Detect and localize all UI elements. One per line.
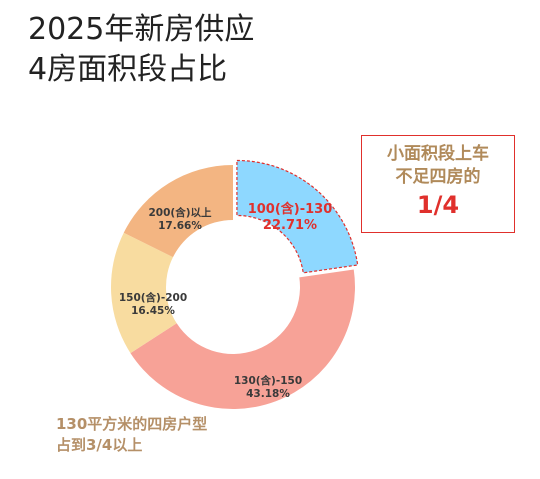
note-line-1: 130平方米的四房户型 <box>56 415 208 433</box>
callout-line-1: 小面积段上车 <box>387 144 489 164</box>
callout-box: 小面积段上车 不足四房的 1/4 <box>361 135 515 233</box>
donut-slice-1 <box>236 159 359 274</box>
donut-slice-2 <box>130 269 355 409</box>
slice-category-4: 200(含)以上 <box>148 206 212 219</box>
slice-label-3: 150(含)-200 16.45% <box>119 291 187 317</box>
slice-category-2: 130(含)-150 <box>234 374 302 387</box>
annotation-note: 130平方米的四房户型 占到3/4以上 <box>56 414 207 456</box>
slice-value-4: 17.66% <box>158 220 202 232</box>
slice-label-2: 130(含)-150 43.18% <box>234 374 302 400</box>
slice-label-1: 100(含)-130 22.71% <box>248 201 333 233</box>
slice-value-2: 43.18% <box>246 388 290 400</box>
chart-title: 2025年新房供应 4房面积段占比 <box>28 10 254 90</box>
note-line-2: 占到3/4以上 <box>56 436 143 454</box>
title-line-1: 2025年新房供应 <box>28 12 255 47</box>
title-line-2: 4房面积段占比 <box>28 52 228 87</box>
slice-category-1: 100(含)-130 <box>248 201 333 217</box>
slice-value-3: 16.45% <box>131 305 175 317</box>
callout-line-2: 不足四房的 <box>395 167 481 187</box>
slice-label-4: 200(含)以上 17.66% <box>148 206 212 232</box>
donut-slice-4 <box>123 165 233 258</box>
slice-value-1: 22.71% <box>263 218 317 233</box>
donut-slice-3 <box>110 232 177 354</box>
slice-category-3: 150(含)-200 <box>119 291 187 304</box>
callout-fraction: 1/4 <box>416 191 460 219</box>
